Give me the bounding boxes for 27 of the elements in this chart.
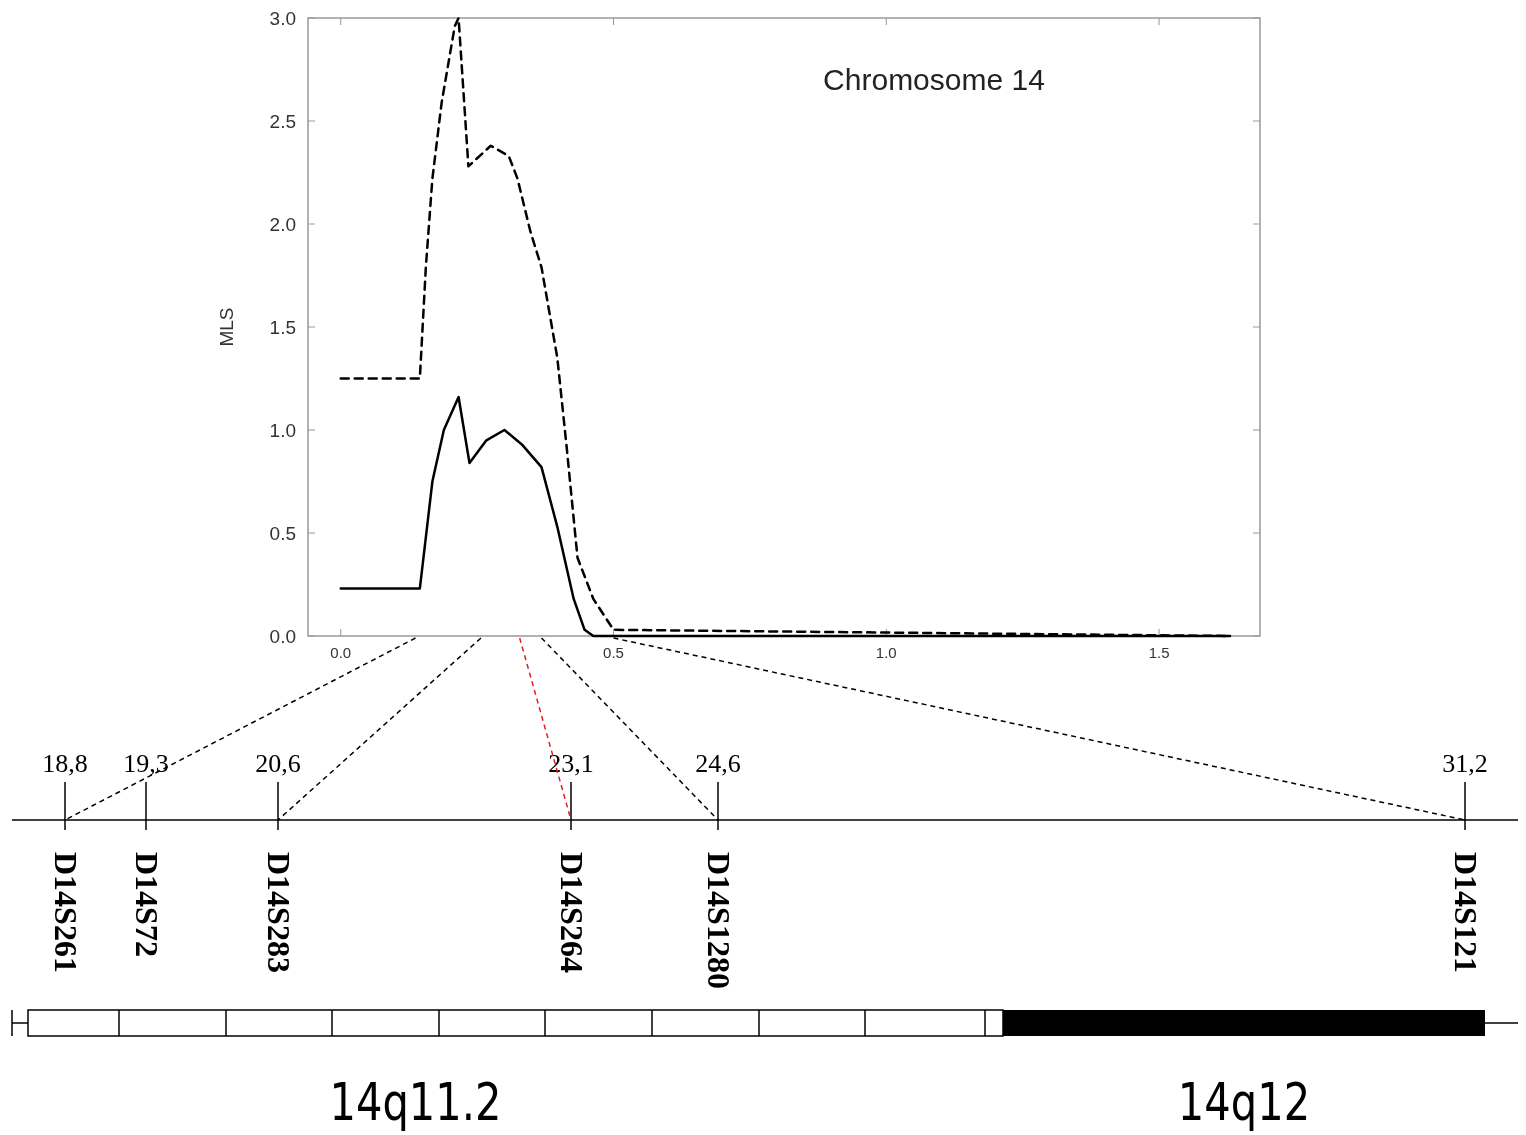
category-label: D14S121 [1448,852,1484,973]
x-tick-label: 0.0 [330,644,352,661]
x-tick-label: 1.0 [875,644,897,661]
text: 23,1 [548,749,594,778]
x-tick-label: 1.5 [1148,644,1170,661]
category-label: D14S1280 [701,852,737,989]
category-label: D14S72 [129,852,165,957]
y-tick-label: 1.5 [269,316,296,338]
text: 20,6 [255,749,301,778]
y-tick-label: 0.5 [269,522,296,544]
text: 14q11.2 [329,1071,502,1133]
y-tick-label: 2.5 [269,110,296,132]
y-axis-title: MLS [216,307,237,347]
text: 14q12 [1177,1071,1311,1133]
text: 19,3 [123,749,169,778]
text: 31,2 [1442,749,1488,778]
category-label: D14S264 [554,852,590,973]
x-tick-label: 0.5 [603,644,624,661]
text: 18,8 [42,749,88,778]
y-tick-label: 3.0 [269,7,296,29]
text: 24,6 [695,749,741,778]
y-tick-label: 2.0 [269,213,296,235]
category-label: D14S283 [261,852,297,973]
y-tick-label: 1.0 [269,419,296,441]
y-tick-label: 0.0 [269,625,296,647]
category-label: D14S261 [48,852,84,973]
text: Chromosome 14 [823,63,1045,96]
